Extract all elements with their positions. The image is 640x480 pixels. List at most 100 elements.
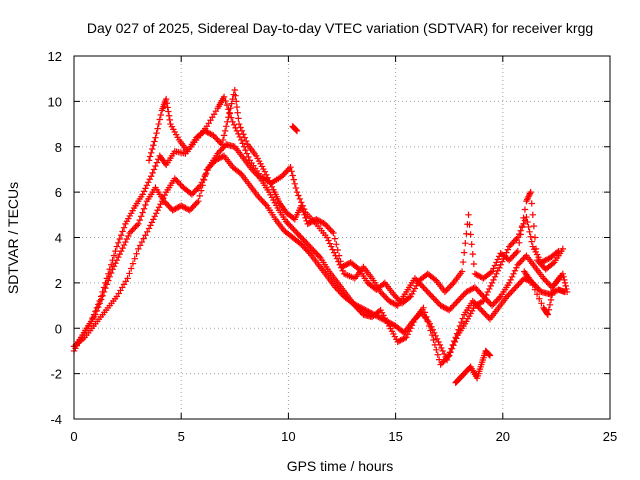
data-point-fill — [353, 303, 360, 311]
data-point-fill — [153, 129, 160, 137]
data-point — [394, 338, 401, 346]
data-point-fill — [563, 285, 570, 293]
data-point-fill — [508, 240, 516, 247]
data-point-fill — [446, 284, 453, 291]
data-point-fill — [513, 282, 521, 290]
data-point-fill — [295, 232, 303, 239]
data-point-fill — [520, 214, 527, 222]
data-point-fill — [507, 276, 514, 284]
data-point — [512, 284, 519, 291]
data-point — [105, 270, 112, 277]
data-point-fill — [189, 204, 196, 211]
data-point — [231, 86, 238, 94]
data-point-fill — [152, 162, 159, 170]
data-point-fill — [136, 242, 144, 249]
data-point — [454, 297, 461, 305]
data-point — [124, 275, 131, 282]
x-axis-title: GPS time / hours — [287, 458, 394, 474]
data-point-fill — [431, 341, 439, 349]
data-point-fill — [287, 222, 294, 230]
data-point-fill — [496, 264, 503, 271]
data-point-fill — [120, 241, 128, 249]
data-point-fill — [510, 270, 517, 277]
data-point-fill — [237, 124, 244, 131]
data-point-fill — [196, 192, 203, 200]
data-point-fill — [179, 203, 186, 210]
data-point — [298, 202, 305, 209]
data-point — [135, 220, 142, 228]
data-point-fill — [536, 295, 543, 302]
data-point-fill — [140, 205, 148, 212]
data-point-fill — [529, 211, 537, 219]
data-point-fill — [511, 267, 519, 274]
data-point-fill — [305, 219, 313, 227]
x-tick-label: 5 — [178, 429, 185, 444]
data-point — [478, 306, 485, 314]
data-point-fill — [103, 281, 111, 288]
data-point-fill — [535, 285, 542, 293]
data-point-fill — [513, 264, 520, 271]
data-point-fill — [510, 252, 517, 259]
data-point-fill — [447, 348, 454, 356]
data-point-fill — [398, 336, 406, 343]
data-point-fill — [251, 169, 259, 176]
data-point-fill — [307, 244, 314, 251]
data-point-fill — [463, 230, 470, 237]
data-point-fill — [146, 176, 153, 183]
data-point — [278, 173, 286, 180]
data-point-fill — [462, 239, 469, 247]
data-point-fill — [363, 307, 371, 315]
data-point-fill — [299, 205, 306, 212]
data-point-fill — [136, 216, 143, 224]
data-point-fill — [175, 204, 182, 211]
data-point-fill — [302, 245, 309, 253]
data-point — [188, 191, 196, 198]
data-point-fill — [166, 116, 173, 124]
data-point-fill — [139, 209, 146, 216]
data-point-fill — [230, 121, 238, 129]
data-point-fill — [182, 204, 189, 212]
data-point-fill — [491, 262, 499, 269]
data-point — [109, 266, 116, 273]
data-point-fill — [451, 300, 459, 308]
data-point — [169, 207, 176, 214]
data-point-fill — [539, 263, 547, 270]
data-point — [375, 313, 382, 321]
data-point — [248, 166, 256, 173]
data-point-fill — [430, 336, 437, 344]
data-point-fill — [158, 198, 166, 205]
data-point-fill — [330, 249, 338, 256]
data-point — [559, 245, 567, 253]
data-point — [441, 288, 449, 296]
data-point-fill — [129, 260, 137, 267]
data-point — [523, 213, 530, 221]
data-point — [100, 288, 108, 296]
x-tick-label: 20 — [496, 429, 510, 444]
data-point-fill — [474, 287, 481, 294]
data-point-fill — [375, 308, 383, 315]
data-point-fill — [498, 258, 506, 265]
data-point-fill — [461, 249, 468, 256]
data-point-fill — [393, 294, 400, 301]
data-point-fill — [421, 285, 429, 293]
data-point-fill — [126, 270, 133, 277]
data-point-fill — [202, 171, 209, 178]
data-point — [506, 279, 513, 287]
data-point — [428, 293, 436, 300]
data-point-fill — [326, 240, 334, 247]
data-point-fill — [192, 201, 199, 208]
data-point-fill — [315, 253, 323, 260]
data-point-fill — [486, 351, 493, 358]
data-point — [152, 134, 159, 141]
data-point-fill — [362, 306, 369, 314]
data-point-fill — [172, 176, 180, 184]
data-point-fill — [453, 335, 460, 342]
data-point-fill — [260, 199, 268, 206]
data-point-fill — [407, 325, 414, 332]
data-point — [145, 225, 153, 232]
data-point-fill — [163, 201, 171, 208]
data-point-fill — [355, 306, 363, 314]
data-point-fill — [160, 194, 167, 202]
data-point — [147, 173, 155, 180]
data-point-fill — [536, 260, 544, 267]
